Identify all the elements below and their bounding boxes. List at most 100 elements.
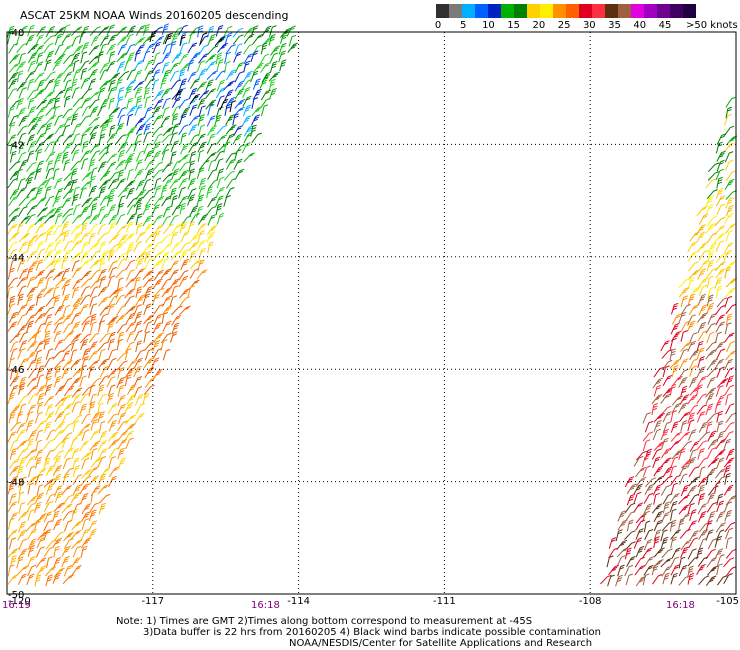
wind-barb — [199, 32, 208, 45]
wind-barb — [725, 223, 736, 234]
wind-barb — [97, 205, 106, 218]
wind-barb — [705, 575, 717, 586]
wind-barb — [626, 556, 636, 567]
wind-barb — [706, 367, 719, 378]
wind-barb — [9, 188, 20, 200]
wind-barb — [250, 124, 257, 137]
wind-barb — [133, 357, 143, 369]
wind-barb — [714, 305, 726, 316]
wind-barb — [225, 152, 236, 163]
wind-barb — [160, 115, 171, 127]
wind-barb — [288, 34, 297, 47]
wind-barb — [108, 260, 118, 272]
wind-barb — [45, 167, 54, 180]
wind-barb — [171, 160, 182, 172]
wind-barb — [661, 548, 673, 559]
wind-barb — [671, 313, 682, 325]
wind-barb — [152, 322, 162, 334]
wind-barb — [653, 420, 662, 432]
wind-barb — [180, 215, 192, 226]
wind-barb — [152, 368, 163, 380]
wind-barb — [115, 313, 127, 324]
wind-barb — [63, 249, 71, 262]
wind-barb — [45, 464, 55, 477]
wind-barb — [54, 375, 62, 388]
wind-barb — [27, 544, 36, 557]
wind-barb — [696, 393, 707, 404]
wind-barb — [715, 187, 724, 200]
wind-barb — [53, 557, 62, 569]
wind-barb — [707, 242, 717, 254]
wind-barb — [63, 54, 74, 65]
wind-barb — [62, 133, 74, 145]
wind-barb — [124, 423, 136, 433]
wind-barb — [689, 440, 700, 452]
wind-barb — [171, 27, 183, 38]
wind-barb — [662, 466, 673, 478]
wind-barb — [7, 501, 18, 513]
wind-barb — [98, 420, 106, 433]
wind-barb — [117, 43, 127, 56]
wind-barb — [107, 431, 119, 442]
wind-barb — [106, 376, 116, 388]
wind-barb — [9, 493, 17, 505]
colorbar-swatch — [605, 4, 618, 18]
wind-barb — [723, 125, 735, 137]
colorbar-swatch — [683, 4, 696, 18]
wind-barb — [725, 448, 735, 460]
wind-barb — [45, 259, 57, 270]
wind-barb — [161, 305, 173, 316]
wind-barb — [54, 411, 65, 423]
wind-barb — [9, 448, 17, 460]
wind-barb — [18, 115, 28, 127]
wind-barb — [71, 508, 78, 521]
wind-barb — [80, 451, 93, 461]
wind-barb — [715, 141, 723, 154]
wind-barb — [143, 142, 152, 155]
wind-barb — [34, 88, 46, 99]
wind-barb — [108, 348, 117, 361]
wind-barb — [680, 546, 689, 559]
wind-barb — [10, 555, 17, 568]
wind-barb — [81, 105, 92, 117]
wind-barb — [70, 339, 79, 351]
wind-barb — [126, 204, 137, 215]
wind-barb — [71, 539, 83, 550]
wind-barb — [7, 223, 18, 235]
wind-barb — [53, 441, 65, 452]
wind-barb — [143, 331, 151, 343]
wind-barb — [98, 502, 106, 515]
wind-barb — [81, 518, 90, 530]
wind-barb — [80, 150, 91, 161]
wind-barb — [43, 34, 55, 45]
wind-barb — [705, 195, 714, 208]
wind-barb — [206, 231, 216, 243]
wind-barb — [698, 537, 708, 550]
wind-barb — [54, 339, 64, 351]
wind-barb — [287, 42, 298, 53]
wind-barb — [45, 106, 57, 117]
wind-barb — [62, 494, 73, 506]
wind-barb — [661, 359, 673, 371]
wind-barb — [161, 257, 170, 270]
wind-barb — [25, 419, 34, 432]
wind-barb — [169, 278, 180, 289]
wind-barb — [62, 342, 74, 353]
wind-barb — [116, 377, 125, 389]
wind-barb — [670, 431, 682, 442]
wind-barb — [53, 294, 61, 307]
wind-barb — [715, 321, 725, 333]
wind-barb — [54, 123, 65, 135]
wind-barb — [135, 394, 144, 406]
wind-barb — [35, 340, 45, 352]
wind-barb — [108, 243, 120, 254]
wind-barb — [207, 196, 217, 208]
colorbar-label: 20 — [532, 20, 546, 31]
wind-barb — [687, 502, 695, 515]
wind-barb — [34, 492, 44, 504]
wind-barb — [162, 69, 171, 82]
wind-barb — [45, 276, 53, 289]
wind-barb — [142, 270, 154, 281]
wind-barb — [18, 142, 26, 155]
